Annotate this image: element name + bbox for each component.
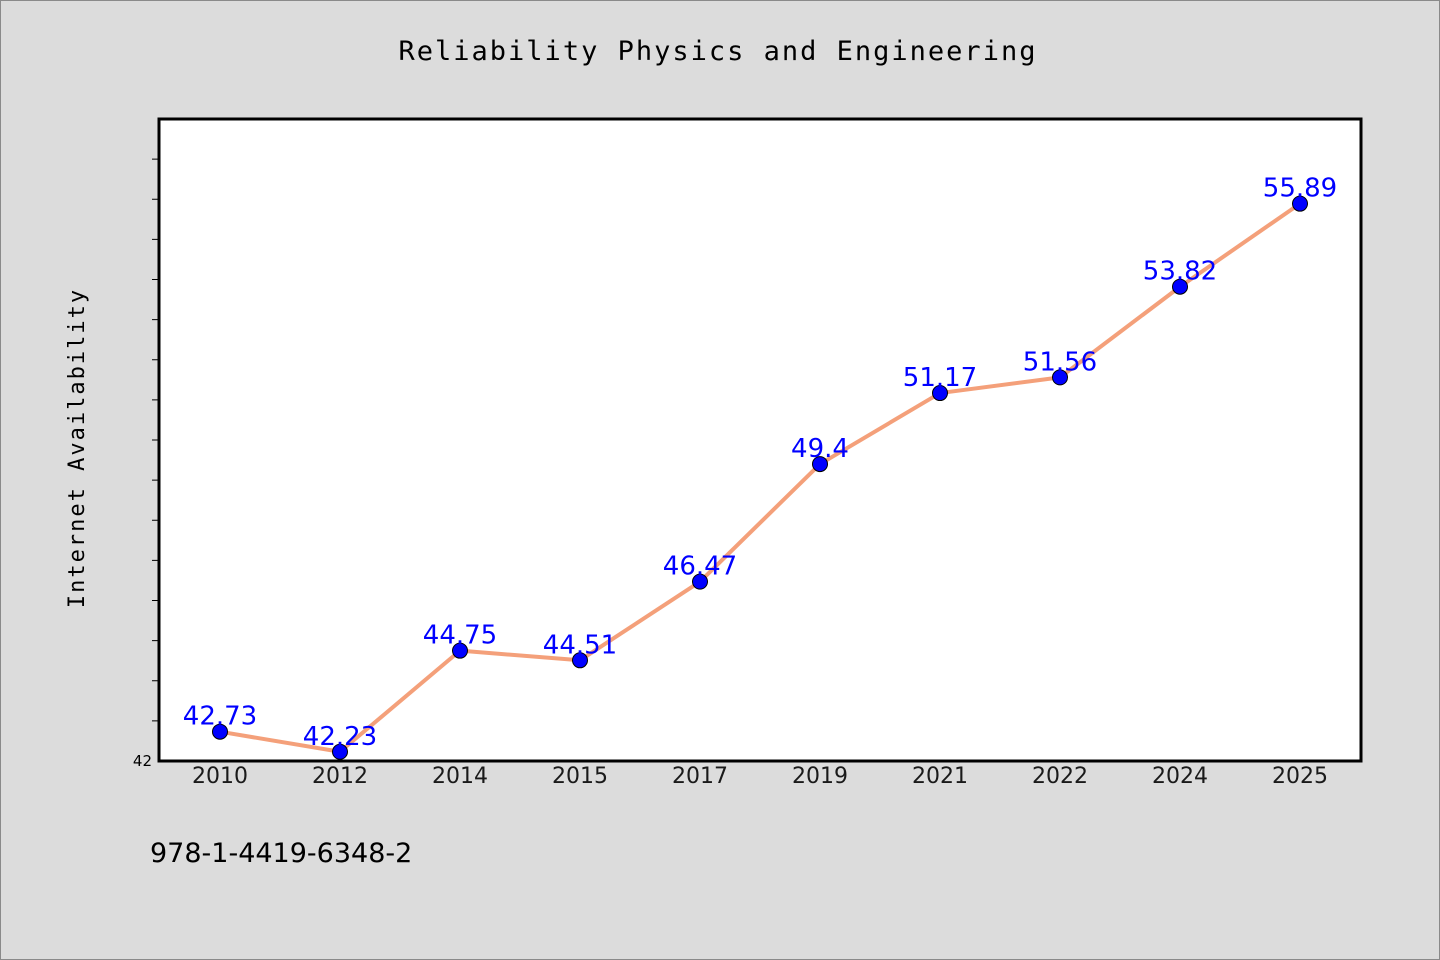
data-point — [932, 385, 948, 402]
series-line-group — [218, 201, 1302, 754]
data-point — [812, 456, 828, 473]
series-line — [218, 201, 1302, 754]
data-point — [332, 743, 348, 760]
data-point — [692, 573, 708, 590]
data-point — [1292, 195, 1308, 212]
chart-title: Reliability Physics and Engineering — [399, 36, 1038, 67]
plot-area — [159, 119, 1361, 761]
data-point — [212, 723, 228, 740]
x-tick-label: 2015 — [552, 764, 608, 789]
x-tick-label: 2010 — [192, 764, 248, 789]
x-tick-label: 2017 — [672, 764, 728, 789]
x-tick-label: 2021 — [912, 764, 968, 789]
data-label: 49.4 — [791, 434, 849, 464]
y-axis-ticks: 42 — [133, 158, 159, 770]
data-label: 51.56 — [1023, 347, 1097, 377]
y-axis-label: Internet Availability — [65, 288, 90, 608]
plot-border — [157, 117, 1363, 763]
y-tick-label: 42 — [133, 752, 152, 770]
x-tick-label: 2014 — [432, 764, 488, 789]
data-labels-group: 42.73 42.23 44.75 44.51 46.47 49.4 51.17 51.56 5… — [183, 174, 1337, 752]
data-label: 55.89 — [1263, 174, 1337, 204]
x-tick-label: 2019 — [792, 764, 848, 789]
data-point — [1052, 369, 1068, 386]
isbn-text: 978-1-4419-6348-2 — [150, 838, 412, 869]
x-tick-label: 2025 — [1272, 764, 1328, 789]
data-label: 51.17 — [903, 363, 977, 393]
series-markers-group — [212, 195, 1308, 760]
data-label: 44.51 — [543, 630, 617, 660]
x-tick-label: 2024 — [1152, 764, 1208, 789]
data-label: 42.73 — [183, 702, 257, 732]
data-point — [452, 642, 468, 659]
data-label: 44.75 — [423, 621, 497, 651]
data-point — [1172, 278, 1188, 295]
x-axis-ticks: 2010 2012 2014 2015 2017 2019 2021 2022 2024 2025 — [192, 764, 1328, 789]
data-label: 42.23 — [303, 722, 377, 752]
data-point — [572, 652, 588, 669]
data-label: 46.47 — [663, 552, 737, 582]
x-tick-label: 2012 — [312, 764, 368, 789]
x-tick-label: 2022 — [1032, 764, 1088, 789]
data-label: 53.82 — [1143, 257, 1217, 287]
